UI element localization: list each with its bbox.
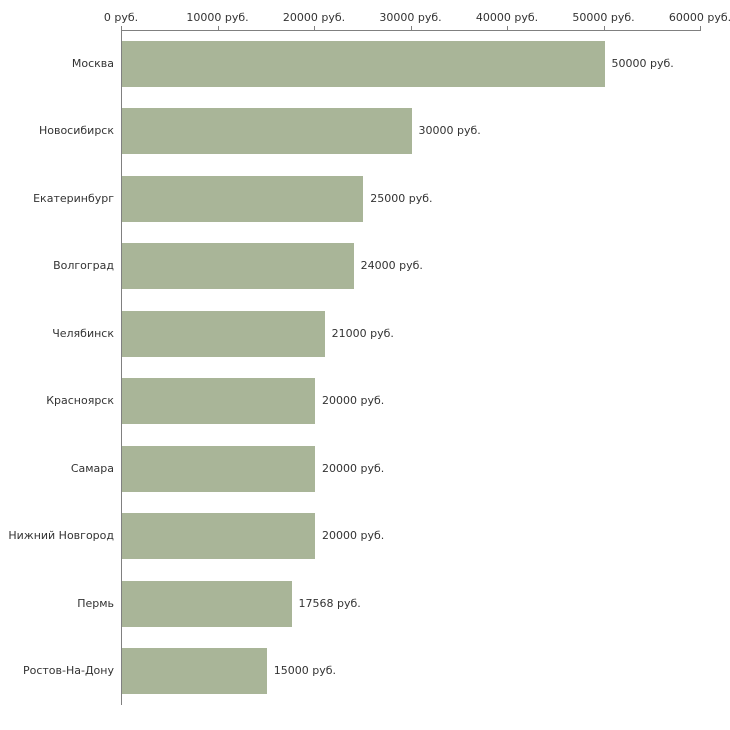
x-tick-mark (603, 26, 605, 30)
x-tick-label: 0 руб. (103, 11, 139, 24)
value-label: 24000 руб. (360, 259, 423, 273)
value-label: 50000 руб. (611, 56, 674, 70)
y-axis-line (121, 30, 122, 705)
category-label: Ростов-На-Дону (22, 664, 114, 678)
bar (122, 648, 267, 695)
x-tick-label: 20000 руб. (282, 11, 346, 24)
bar (122, 378, 315, 425)
x-tick-label: 60000 руб. (668, 11, 730, 24)
x-tick-mark (217, 26, 219, 30)
value-label: 30000 руб. (418, 124, 481, 138)
x-tick-label: 50000 руб. (572, 11, 635, 24)
value-label: 17568 руб. (298, 596, 361, 610)
value-label: 21000 руб. (331, 326, 394, 340)
value-label: 20000 руб. (322, 394, 385, 408)
bar (122, 243, 354, 290)
bar (122, 445, 315, 492)
value-label: 15000 руб. (273, 664, 337, 678)
category-label: Челябинск (52, 326, 114, 340)
bar (122, 40, 605, 87)
x-tick-mark (410, 26, 412, 30)
x-tick-mark (507, 26, 508, 30)
bar (122, 580, 292, 627)
category-label: Красноярск (46, 394, 114, 408)
category-label: Нижний Новгород (8, 529, 114, 543)
x-tick-mark (700, 26, 701, 30)
bar (122, 310, 325, 357)
x-tick-mark (314, 26, 315, 30)
bar (122, 175, 364, 222)
category-label: Москва (71, 56, 114, 70)
category-label: Пермь (77, 596, 114, 610)
x-tick-label: 30000 руб. (379, 11, 442, 24)
bar (122, 108, 412, 155)
x-axis-line (121, 30, 701, 31)
category-label: Самара (70, 461, 114, 475)
category-label: Екатеринбург (33, 191, 114, 205)
value-label: 20000 руб. (322, 461, 385, 475)
category-label: Волгоград (53, 259, 114, 273)
value-label: 25000 руб. (370, 191, 433, 205)
category-label: Новосибирск (38, 124, 114, 138)
value-label: 20000 руб. (322, 529, 385, 543)
bar (122, 513, 315, 560)
x-tick-mark (121, 26, 122, 30)
x-tick-label: 40000 руб. (475, 11, 539, 24)
x-tick-label: 10000 руб. (186, 11, 249, 24)
